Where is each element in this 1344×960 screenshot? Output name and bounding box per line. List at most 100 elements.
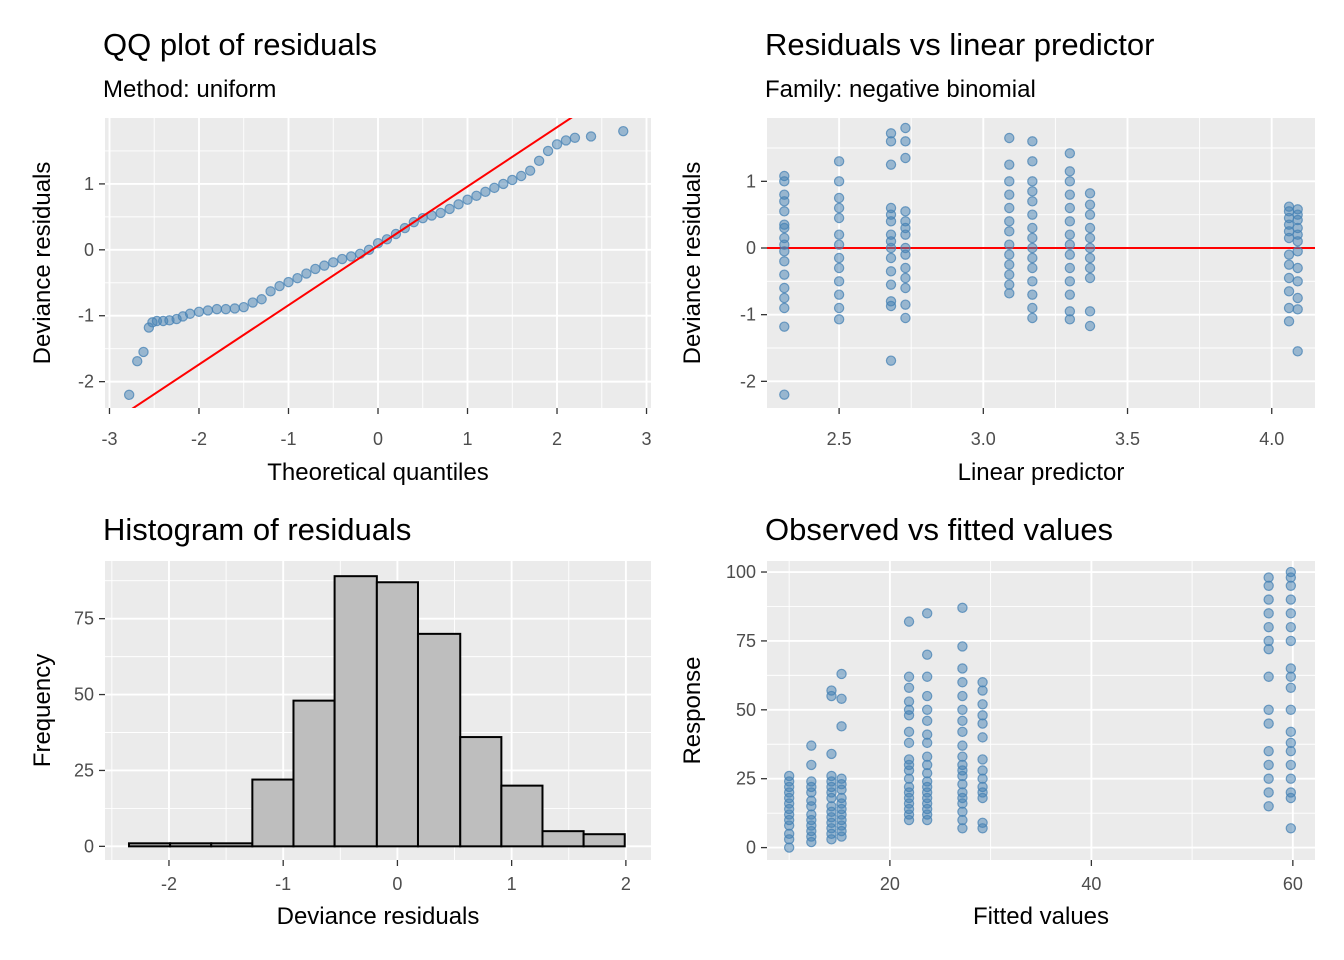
qq-y-axis-label: Deviance residuals (29, 162, 56, 365)
resid-point (1064, 229, 1076, 240)
qq-point (310, 263, 321, 275)
obs-point (1263, 572, 1274, 583)
qq-point (453, 199, 464, 210)
obs-point (826, 770, 837, 782)
resid-point (1004, 239, 1015, 250)
qq-title: QQ plot of residuals (103, 27, 377, 62)
resid-point (1027, 312, 1038, 324)
obs-point (1285, 787, 1297, 798)
resid-x-tick-label: 2.5 (827, 429, 852, 449)
resid-point (1064, 166, 1076, 177)
obs-point (977, 677, 988, 688)
hist-y-tick-label: 75 (74, 609, 94, 629)
resid-point (779, 389, 790, 400)
qq-subtitle: Method: uniform (103, 76, 276, 103)
resid-point (1027, 289, 1038, 300)
qq-point (229, 303, 240, 314)
resid-point (885, 136, 897, 147)
resid-point (1027, 186, 1038, 197)
resid-point (1084, 252, 1096, 264)
qq-x-tick-label: 1 (463, 429, 473, 449)
hist-y-tick-label: 25 (74, 760, 94, 780)
qq-point (618, 125, 629, 137)
qq-reference-line (131, 118, 573, 408)
obs-point (836, 721, 847, 732)
resid-x-tick-label: 4.0 (1259, 429, 1284, 449)
resid-data-layer (767, 122, 1315, 400)
qq-y-tick-label: -1 (78, 306, 94, 326)
qq-y-tick-label: 0 (84, 240, 94, 260)
resid-point (900, 136, 911, 147)
resid-point (1027, 262, 1038, 274)
obs-point (921, 729, 933, 740)
resid-x-axis-label: Linear predictor (958, 459, 1125, 486)
obs-point (977, 765, 988, 776)
resid-point (833, 156, 845, 167)
resid-point (779, 222, 790, 234)
qq-point (220, 303, 232, 315)
obs-x-tick-label: 20 (880, 874, 900, 894)
resid-point (1027, 209, 1038, 220)
obs-point (903, 616, 915, 627)
resid-point (885, 266, 897, 277)
hist-bar (169, 842, 213, 848)
obs-point (921, 715, 933, 727)
qq-x-tick-label: -2 (191, 429, 207, 449)
obs-point (836, 668, 847, 680)
hist-x-tick-label: 0 (392, 874, 402, 894)
qq-point (238, 301, 249, 313)
obs-point (957, 715, 968, 727)
resid-point (1064, 176, 1076, 187)
qq-point (462, 194, 473, 205)
obs-point (1263, 704, 1274, 716)
resid-point (885, 300, 897, 312)
resid-point (885, 216, 897, 227)
obs-point (903, 696, 915, 707)
qq-point (211, 303, 223, 315)
resid-point (1027, 136, 1038, 147)
qq-point (336, 253, 348, 265)
resid-point (1064, 289, 1076, 300)
resid-point (900, 249, 911, 260)
qq-point (193, 306, 205, 317)
obs-point (1285, 773, 1297, 784)
hist-bar (333, 575, 378, 848)
resid-point (779, 256, 790, 267)
resid-point (1084, 232, 1096, 244)
resid-point (900, 122, 911, 134)
resid-point (833, 229, 845, 240)
resid-point (1283, 302, 1295, 314)
obs-point (903, 737, 915, 749)
obs-data-layer (783, 566, 1297, 853)
hist-bar (251, 778, 295, 848)
resid-point (1064, 216, 1076, 227)
resid-point (1084, 320, 1096, 332)
obs-point (1285, 594, 1297, 605)
obs-point (957, 602, 968, 614)
resid-point (1064, 262, 1076, 274)
obs-x-tick-label: 60 (1283, 874, 1303, 894)
qq-point (551, 139, 563, 150)
obs-point (957, 740, 968, 751)
resid-point (1283, 249, 1295, 260)
resid-point (1004, 216, 1015, 227)
obs-point (1285, 663, 1297, 674)
hist-x-tick-label: -1 (275, 874, 291, 894)
resid-point (900, 272, 911, 284)
obs-point (957, 690, 968, 702)
obs-y-tick-label: 25 (736, 769, 756, 789)
resid-point (1027, 252, 1038, 264)
obs-point (921, 649, 933, 660)
obs-point (1285, 759, 1297, 771)
resid-point (1004, 176, 1015, 187)
obs-y-axis-label: Response (679, 656, 706, 764)
qq-point (480, 186, 491, 198)
hist-bar (292, 699, 336, 848)
qq-point (184, 308, 196, 319)
obs-point (1263, 773, 1274, 784)
resid-point (900, 206, 911, 217)
resid-title: Residuals vs linear predictor (765, 27, 1154, 62)
resid-point (779, 246, 790, 257)
resid-point (1027, 232, 1038, 244)
obs-point (836, 693, 847, 704)
